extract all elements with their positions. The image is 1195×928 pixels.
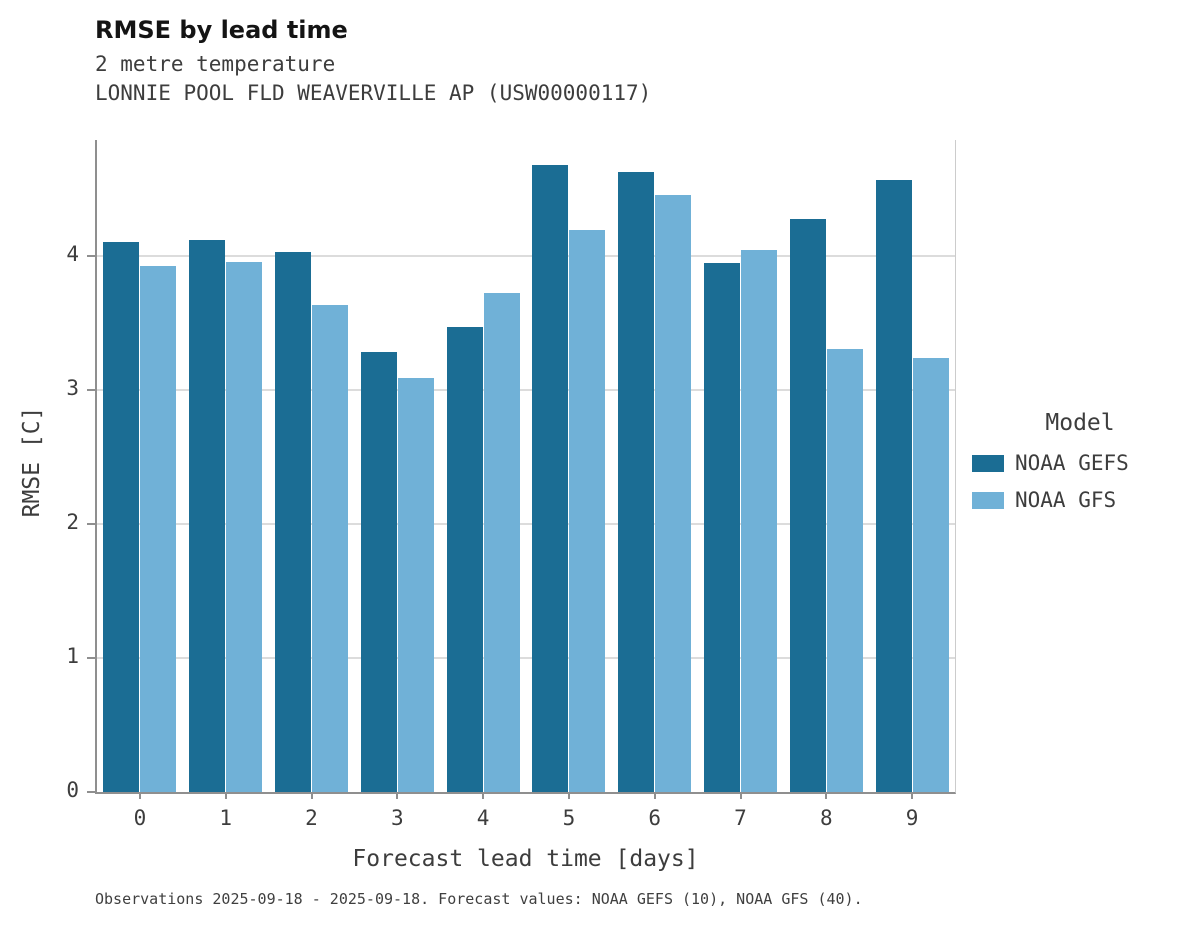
- bar-gfs: [826, 348, 863, 792]
- legend-item: NOAA GFS: [970, 488, 1190, 512]
- x-tick-label: 5: [562, 806, 576, 830]
- x-axis-label: Forecast lead time [days]: [352, 846, 699, 872]
- legend-label: NOAA GEFS: [1015, 451, 1129, 475]
- bar-gfs: [140, 265, 177, 792]
- chart-footnote: Observations 2025-09-18 - 2025-09-18. Fo…: [95, 890, 863, 908]
- bar-gfs: [741, 249, 777, 792]
- x-tick-label: 6: [648, 806, 662, 830]
- gridline: [97, 657, 955, 660]
- legend: Model NOAA GEFS NOAA GFS: [970, 410, 1190, 525]
- legend-item: NOAA GEFS: [970, 451, 1190, 475]
- x-tick-mark: [653, 792, 656, 799]
- x-tick-mark: [138, 792, 141, 799]
- bar-gfs: [483, 292, 520, 792]
- chart-subtitle-variable: 2 metre temperature: [95, 52, 336, 76]
- bar-gfs: [312, 304, 348, 792]
- bar-gefs: [789, 218, 826, 792]
- bar-gefs: [532, 165, 569, 792]
- y-tick-label: 1: [66, 644, 79, 669]
- chart-subtitle-station: LONNIE POOL FLD WEAVERVILLE AP (USW00000…: [95, 81, 652, 105]
- x-tick-label: 2: [305, 806, 318, 830]
- x-tick-mark: [567, 792, 570, 799]
- y-tick-mark: [87, 255, 95, 258]
- x-tick-label: 4: [476, 806, 490, 830]
- bar-gefs: [275, 252, 311, 792]
- x-tick-mark: [310, 792, 313, 799]
- bar-gefs: [360, 351, 397, 792]
- bar-gfs: [655, 194, 692, 792]
- bar-gefs: [189, 240, 226, 792]
- x-tick-label: 0: [133, 806, 147, 830]
- bar-gfs: [569, 229, 606, 792]
- y-tick-label: 0: [66, 778, 79, 802]
- y-tick-mark: [87, 523, 95, 526]
- chart-title: RMSE by lead time: [95, 16, 348, 44]
- bar-gfs: [226, 261, 263, 792]
- bar-gfs: [912, 358, 949, 792]
- legend-swatch: [972, 491, 1004, 509]
- gridline: [97, 523, 955, 526]
- x-tick-mark: [911, 792, 914, 799]
- x-tick-mark: [482, 792, 485, 799]
- gridline: [97, 389, 955, 392]
- bar-gefs: [103, 241, 140, 792]
- bar-gefs: [446, 327, 483, 792]
- y-axis-label: RMSE [C]: [19, 406, 45, 518]
- x-tick-label: 1: [219, 806, 233, 830]
- y-tick-label: 4: [66, 242, 79, 267]
- legend-swatch: [972, 454, 1004, 472]
- x-tick-label: 9: [905, 806, 919, 830]
- plot-area: 0 1 2 3 4 0 1 2 3 4 5 6 7 8 9: [66, 140, 956, 830]
- legend-items: NOAA GEFS NOAA GFS: [970, 451, 1190, 512]
- bar-gefs: [618, 172, 655, 792]
- y-tick-mark: [87, 657, 95, 660]
- legend-label: NOAA GFS: [1015, 488, 1117, 512]
- x-tick-mark: [224, 792, 227, 799]
- y-tick-mark: [87, 791, 95, 793]
- x-tick-mark: [396, 792, 399, 799]
- x-tick-label: 3: [390, 806, 404, 830]
- x-tick-label: 8: [819, 806, 833, 830]
- y-tick-mark: [87, 389, 95, 392]
- x-tick-label: 7: [734, 806, 747, 830]
- bar-gefs: [875, 180, 912, 792]
- bar-gfs: [397, 378, 434, 792]
- x-tick-mark: [739, 792, 742, 799]
- x-tick-mark: [825, 792, 828, 799]
- y-tick-label: 2: [66, 510, 79, 535]
- bar-gefs: [704, 263, 740, 792]
- legend-title: Model: [1045, 410, 1115, 436]
- y-tick-label: 3: [66, 376, 79, 401]
- gridline: [97, 255, 955, 258]
